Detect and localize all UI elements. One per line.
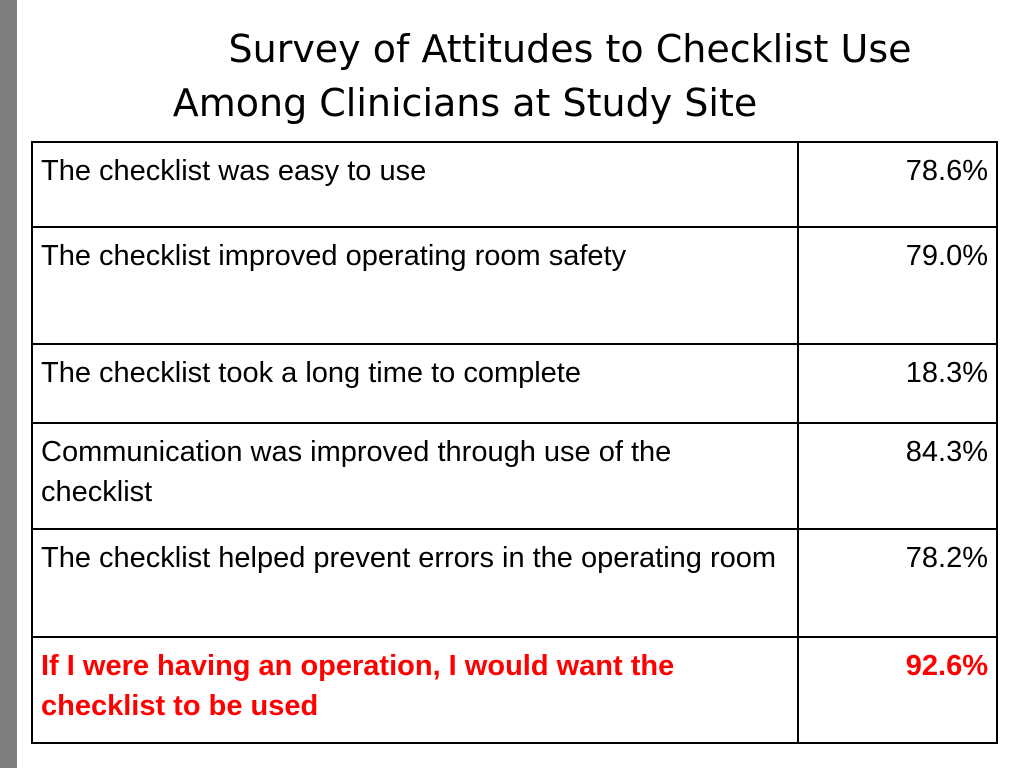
left-side-bar <box>0 0 17 768</box>
value-cell: 84.3% <box>797 422 998 530</box>
highlighted-table-row: If I were having an operation, I would w… <box>31 636 998 744</box>
slide-title-line-2: Among Clinicians at Study Site <box>172 81 758 125</box>
value-cell: 79.0% <box>797 226 998 345</box>
statement-cell: The checklist improved operating room sa… <box>31 226 799 345</box>
table-row: The checklist improved operating room sa… <box>31 226 998 345</box>
highlighted-statement-cell: If I were having an operation, I would w… <box>31 636 799 744</box>
table-row: The checklist helped prevent errors in t… <box>31 528 998 638</box>
value-cell: 78.6% <box>797 141 998 228</box>
statement-cell: The checklist was easy to use <box>31 141 799 228</box>
highlighted-value-cell: 92.6% <box>797 636 998 744</box>
table-row: The checklist was easy to use 78.6% <box>31 141 998 228</box>
value-cell: 18.3% <box>797 343 998 424</box>
table-row: Communication was improved through use o… <box>31 422 998 530</box>
statement-cell: The checklist took a long time to comple… <box>31 343 799 424</box>
statement-cell: Communication was improved through use o… <box>31 422 799 530</box>
slide-title-line-1: Survey of Attitudes to Checklist Use <box>228 27 912 71</box>
survey-table: The checklist was easy to use 78.6% The … <box>31 141 998 744</box>
slide-title: Survey of Attitudes to Checklist Use Amo… <box>40 22 980 130</box>
value-cell: 78.2% <box>797 528 998 638</box>
statement-cell: The checklist helped prevent errors in t… <box>31 528 799 638</box>
table-row: The checklist took a long time to comple… <box>31 343 998 424</box>
